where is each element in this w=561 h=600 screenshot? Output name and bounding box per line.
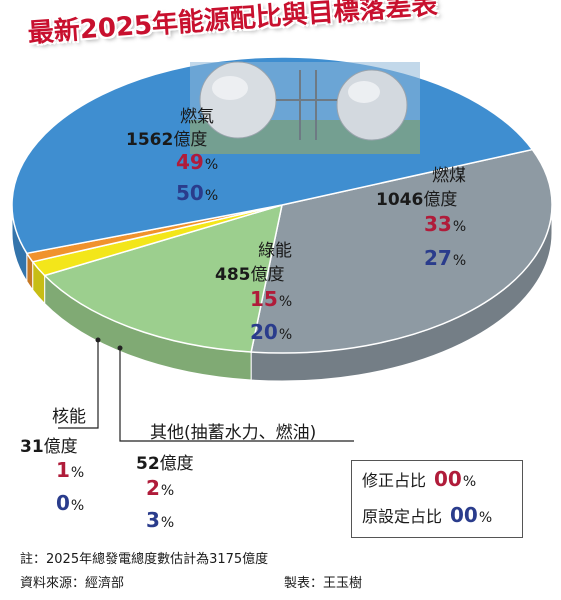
legend: 修正占比 00% 原設定占比 00% (351, 460, 523, 538)
green-revised-pct: 15% (250, 287, 293, 311)
pie-slice-1 (250, 148, 553, 354)
footnote: 註：2025年總發電總度數估計為3175億度 (20, 552, 269, 567)
nuclear-amount: 31億度 (20, 437, 78, 457)
green-name: 綠能 (258, 241, 292, 261)
coal-original-pct: 27% (424, 246, 467, 270)
other-leader-line (119, 348, 354, 442)
other-amount: 52億度 (136, 454, 194, 474)
gas-amount: 1562億度 (126, 130, 208, 150)
other-name: 其他(抽蓄水力、燃油) (150, 423, 317, 443)
coal-revised-pct: 33% (424, 212, 467, 236)
coal-name: 燃煤 (432, 166, 466, 186)
gas-revised-pct: 49% (176, 150, 219, 174)
pie-slice-2 (43, 203, 283, 353)
nuclear-revised-pct: 1% (56, 458, 85, 482)
other-revised-pct: 2% (146, 476, 175, 500)
green-original-pct: 20% (250, 320, 293, 344)
legend-original: 原設定占比 00% (362, 503, 493, 527)
coal-amount: 1046億度 (376, 190, 458, 210)
legend-revised: 修正占比 00% (362, 467, 477, 491)
other-original-pct: 3% (146, 508, 175, 532)
gas-plant-photo (190, 61, 420, 154)
nuclear-name: 核能 (52, 407, 86, 427)
leader-lines (58, 337, 354, 442)
nuclear-leader-line (58, 340, 99, 429)
maker-note: 製表：王玉樹 (284, 576, 363, 591)
green-amount: 485億度 (215, 265, 285, 285)
gas-original-pct: 50% (176, 181, 219, 205)
source-note: 資料來源：經濟部 (20, 576, 125, 591)
gas-name: 燃氣 (180, 107, 214, 127)
nuclear-original-pct: 0% (56, 491, 85, 515)
pie-top (11, 56, 553, 354)
